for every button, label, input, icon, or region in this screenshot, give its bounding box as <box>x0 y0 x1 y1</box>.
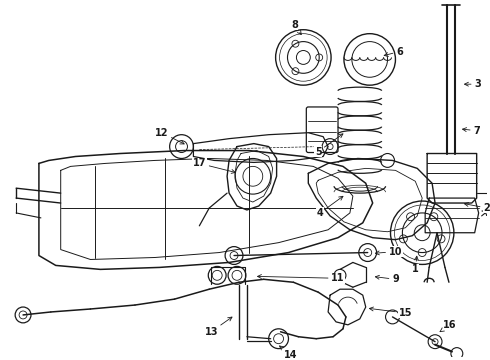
Text: 6: 6 <box>384 46 403 57</box>
Text: 13: 13 <box>204 317 232 337</box>
Text: 5: 5 <box>315 134 343 157</box>
Text: 16: 16 <box>440 320 457 332</box>
Text: 11: 11 <box>258 273 345 283</box>
Text: 8: 8 <box>291 20 301 35</box>
Text: 14: 14 <box>279 346 297 360</box>
Text: 9: 9 <box>375 274 399 284</box>
Text: 10: 10 <box>375 247 402 257</box>
Text: 1: 1 <box>412 256 418 274</box>
Text: 7: 7 <box>463 126 480 136</box>
Text: 3: 3 <box>465 79 481 89</box>
Text: 15: 15 <box>369 307 412 318</box>
Text: 12: 12 <box>155 128 184 144</box>
Text: 2: 2 <box>465 203 490 213</box>
Text: 4: 4 <box>317 196 343 218</box>
Text: 17: 17 <box>193 158 235 174</box>
